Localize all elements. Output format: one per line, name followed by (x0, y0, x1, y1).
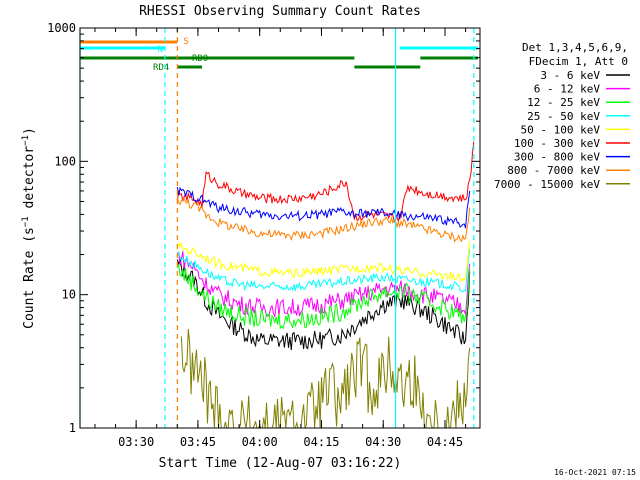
x-tick-label: 03:45 (180, 435, 216, 449)
series-line (176, 186, 471, 229)
y-axis-label-mid: detector (22, 146, 37, 217)
y-axis-label-main: Count Rate (s (22, 227, 37, 329)
x-tick-label: 04:30 (365, 435, 401, 449)
series-line (176, 141, 475, 224)
legend-entry-label: 25 - 50 keV (527, 110, 600, 123)
y-tick-label: 1000 (47, 21, 76, 35)
series-line (176, 241, 471, 283)
x-axis: 03:30 03:45 04:00 04:15 04:30 04:45 (94, 28, 467, 449)
legend-header-2: FDecim 1, Att 0 (529, 55, 628, 68)
y-tick-label: 10 (62, 288, 76, 302)
y-axis-label-sup1: −1 (21, 216, 31, 227)
state-bar-label: S (183, 37, 188, 47)
generation-timestamp: 16-Oct-2021 07:15 (554, 468, 636, 477)
x-tick-label: 04:15 (303, 435, 339, 449)
legend-entry-label: 3 - 6 keV (540, 69, 600, 82)
y-tick-label: 100 (54, 154, 76, 168)
state-bar-label: RD0 (192, 54, 208, 64)
legend-entry-label: 50 - 100 keV (521, 123, 601, 136)
series-line (176, 264, 471, 330)
y-axis-label: Count Rate (s−1 detector−1) (21, 127, 37, 329)
legend: Det 1,3,4,5,6,9, FDecim 1, Att 0 3 - 6 k… (494, 41, 630, 191)
series-line (176, 259, 471, 351)
series-line (176, 196, 471, 243)
series-line (176, 248, 471, 293)
y-tick-label: 1 (69, 421, 76, 435)
series-line (180, 329, 471, 429)
legend-entry-label: 800 - 7000 keV (507, 164, 600, 177)
state-bar-label: N (158, 45, 163, 55)
legend-entry-label: 7000 - 15000 keV (494, 178, 600, 191)
x-tick-label: 04:00 (242, 435, 278, 449)
legend-entry-label: 100 - 300 keV (514, 137, 600, 150)
legend-entry-label: 6 - 12 keV (534, 83, 601, 96)
series-layer (176, 141, 475, 429)
state-bar-label: RD4 (153, 63, 169, 73)
legend-entry-label: 300 - 800 keV (514, 151, 600, 164)
chart-title: RHESSI Observing Summary Count Rates (139, 4, 421, 19)
y-axis: 1 10 100 1000 (47, 21, 480, 435)
legend-header-1: Det 1,3,4,5,6,9, (522, 41, 628, 54)
state-bars: S N RD0 RD4 (80, 37, 478, 73)
plot-frame (79, 27, 481, 429)
y-axis-label-sup2: −1 (21, 135, 31, 146)
x-axis-label: Start Time (12-Aug-07 03:16:22) (159, 456, 402, 471)
legend-entry-label: 12 - 25 keV (527, 96, 600, 109)
x-tick-label: 04:45 (427, 435, 463, 449)
y-axis-label-end: ) (22, 127, 37, 135)
x-tick-label: 03:30 (118, 435, 154, 449)
